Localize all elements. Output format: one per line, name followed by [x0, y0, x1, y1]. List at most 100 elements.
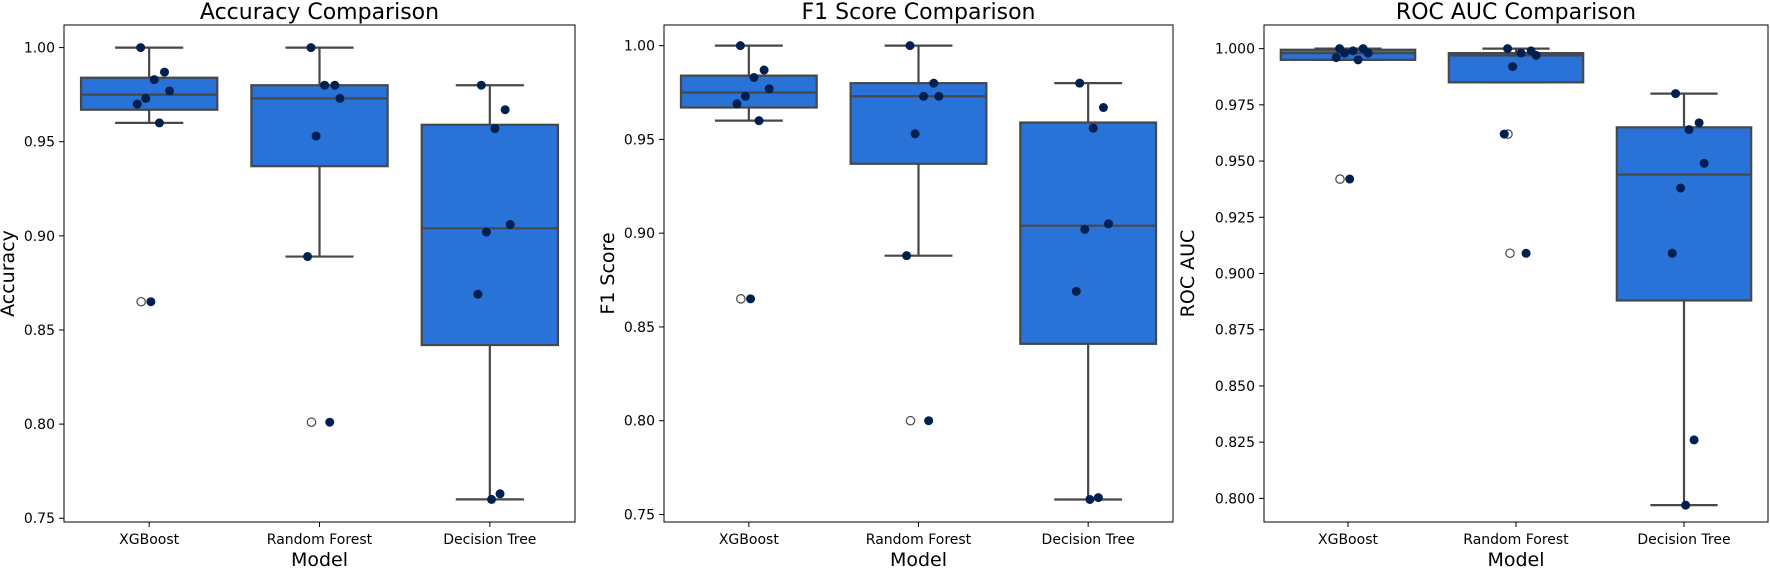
y-tick-label: 0.900 [1215, 267, 1255, 283]
data-point [1348, 46, 1358, 56]
data-point [1671, 89, 1681, 99]
data-point [746, 294, 756, 304]
data-point [487, 494, 497, 504]
box-xgboost [1279, 47, 1417, 184]
y-axis-label: ROC AUC [1177, 230, 1199, 318]
x-tick-label: Random Forest [1463, 532, 1569, 548]
data-point [1098, 103, 1108, 113]
y-tick-label: 0.75 [24, 511, 55, 527]
data-point [159, 67, 169, 77]
chart-title: F1 Score Comparison [802, 0, 1036, 25]
data-point [303, 252, 313, 262]
data-point [764, 84, 774, 94]
data-point [1088, 123, 1098, 133]
data-point [495, 489, 505, 499]
data-point [1699, 158, 1709, 168]
data-point [749, 73, 759, 83]
box-decision-tree [1615, 92, 1753, 507]
data-point [481, 227, 491, 237]
x-axis-label: Model [890, 549, 947, 570]
x-axis-label: Model [291, 549, 348, 570]
data-point [311, 131, 321, 141]
data-point [1681, 500, 1691, 510]
data-point [330, 80, 340, 90]
outlier-marker [1335, 174, 1345, 184]
data-point [1340, 48, 1350, 58]
y-tick-label: 1.00 [24, 41, 55, 57]
chart-panel: 0.75 0.80 0.85 0.90 0.95 1.00 XGBoost Random Fo… [597, 0, 1174, 570]
data-point [740, 91, 750, 101]
y-tick-label: 0.95 [624, 132, 655, 148]
outlier-marker [736, 294, 746, 304]
data-point [732, 99, 742, 109]
y-tick-label: 0.85 [624, 320, 655, 336]
data-point [154, 118, 164, 128]
data-point [1075, 78, 1085, 88]
data-point [1676, 183, 1686, 193]
y-tick-label: 1.00 [624, 39, 655, 55]
data-point [1085, 494, 1095, 504]
box-random-forest [250, 46, 389, 428]
data-point [132, 99, 142, 109]
data-point [910, 129, 920, 139]
data-point [924, 416, 934, 426]
box-decision-tree [1019, 82, 1158, 501]
data-point [1353, 55, 1363, 65]
chart-panel: 0.800 0.825 0.850 0.875 0.900 0.925 0.950 0.975… [1177, 0, 1769, 570]
data-point [1345, 174, 1355, 184]
y-tick-label: 0.925 [1215, 210, 1255, 226]
data-point [1363, 48, 1373, 58]
data-point [1689, 435, 1699, 445]
data-point [476, 80, 486, 90]
data-point [754, 116, 764, 126]
y-tick-label: 0.950 [1215, 154, 1255, 170]
x-tick-label: Decision Tree [1637, 532, 1730, 548]
data-point [929, 78, 939, 88]
outlier-marker [905, 415, 916, 426]
x-tick-label: XGBoost [719, 532, 779, 548]
data-point [905, 41, 915, 51]
outlier-marker [1505, 248, 1515, 259]
box-xgboost [679, 44, 818, 304]
y-tick-label: 0.95 [24, 135, 55, 151]
box-random-forest [849, 44, 988, 426]
x-tick-label: Decision Tree [443, 532, 536, 548]
data-point [505, 220, 515, 230]
data-point [735, 41, 745, 51]
data-point [146, 297, 156, 307]
y-tick-label: 0.85 [24, 323, 55, 339]
chart-title: Accuracy Comparison [200, 0, 439, 25]
y-tick-label: 0.825 [1215, 435, 1255, 451]
data-point [165, 86, 175, 96]
iqr-box [1615, 126, 1753, 302]
chart-title: ROC AUC Comparison [1396, 0, 1636, 25]
data-point [306, 43, 316, 53]
x-tick-label: Random Forest [866, 532, 972, 548]
data-point [1531, 50, 1541, 60]
y-tick-label: 0.800 [1215, 491, 1255, 507]
x-axis-label: Model [1487, 549, 1544, 570]
y-tick-label: 0.875 [1215, 323, 1255, 339]
data-point [1694, 118, 1704, 128]
data-point [1521, 248, 1531, 258]
data-point [1684, 125, 1694, 135]
outlier-marker [136, 296, 146, 307]
data-point [1331, 53, 1341, 63]
data-point [1516, 48, 1526, 58]
data-point [141, 93, 151, 103]
x-tick-label: XGBoost [1318, 532, 1378, 548]
data-point [1080, 224, 1090, 234]
data-point [1104, 219, 1114, 229]
y-tick-label: 0.975 [1215, 98, 1255, 114]
box-decision-tree [420, 84, 560, 501]
y-tick-label: 0.75 [624, 507, 655, 523]
box-xgboost [79, 46, 219, 307]
data-point [320, 80, 330, 90]
data-point [902, 251, 912, 261]
data-point [500, 105, 510, 115]
data-point [335, 93, 345, 103]
y-tick-label: 0.850 [1215, 379, 1255, 395]
y-tick-label: 0.90 [624, 226, 655, 242]
data-point [1499, 129, 1509, 139]
